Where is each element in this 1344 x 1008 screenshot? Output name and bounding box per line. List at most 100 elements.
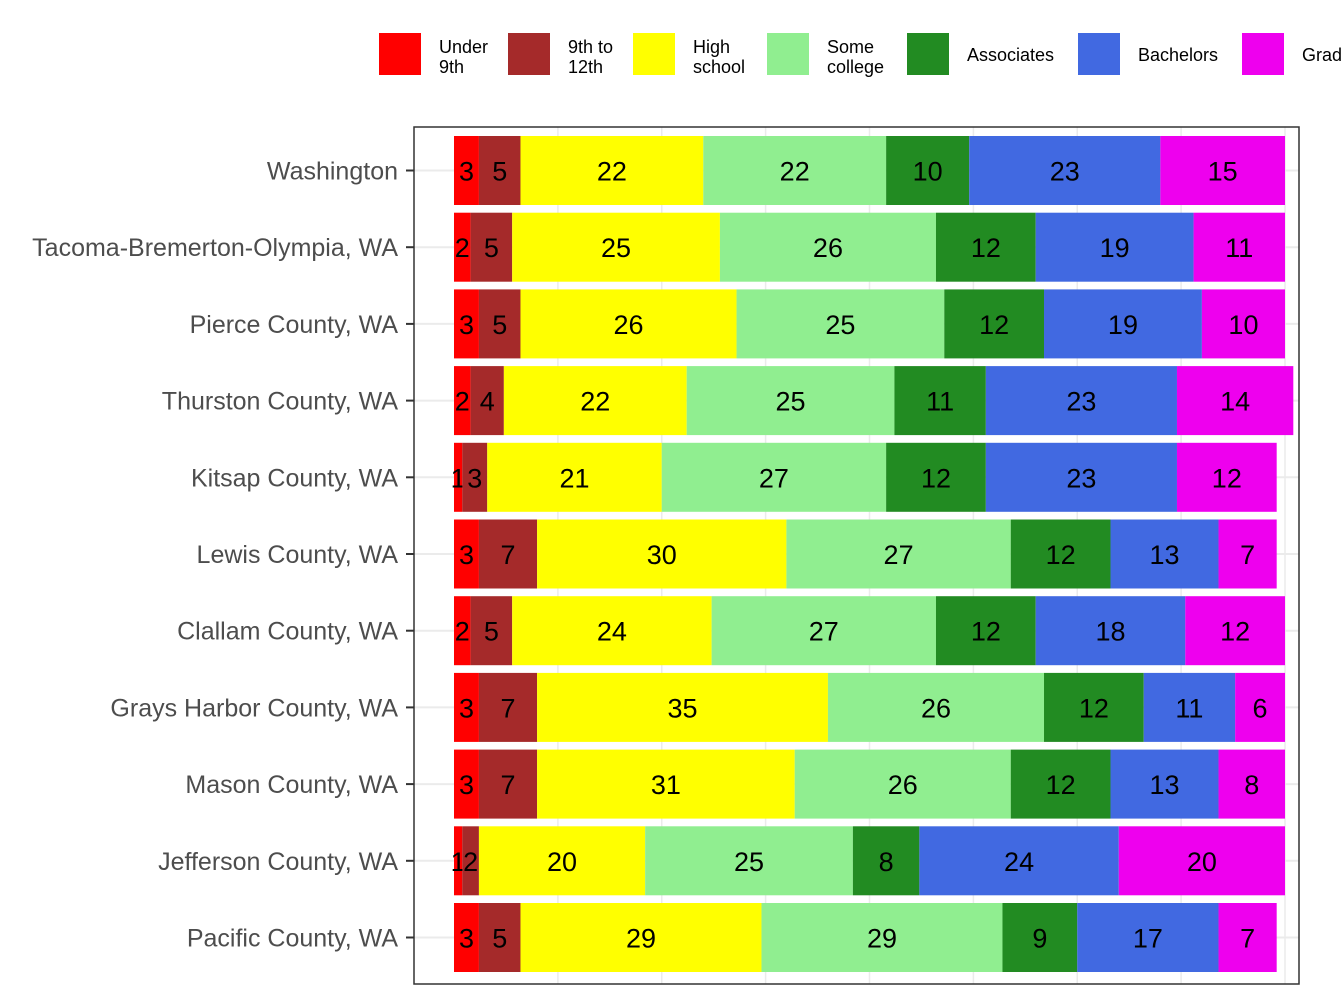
bar-segment-high-school [537, 519, 787, 589]
data-label: 3 [459, 157, 474, 187]
data-label: 18 [1095, 617, 1125, 647]
bar-segment-bachelors [1077, 903, 1219, 972]
bar-segment-associates [1002, 903, 1078, 972]
bar-segment-bachelors [1044, 289, 1202, 359]
bar-segment-9th-to-12th [478, 672, 538, 742]
data-label: 3 [459, 310, 474, 340]
data-label: 3 [467, 463, 482, 493]
data-label: 22 [780, 157, 810, 187]
bar-segment-some-college [786, 519, 1011, 589]
bar-segment-high-school [478, 826, 646, 896]
bar-segment-high-school [520, 136, 704, 205]
legend-swatch [767, 33, 809, 75]
bar-segment-bachelors [969, 136, 1161, 205]
bar-segment-associates [944, 289, 1045, 359]
bar-segment-9th-to-12th [470, 366, 504, 436]
legend-swatch [633, 33, 675, 75]
bar-segment-some-college [736, 289, 945, 359]
data-label: 12 [979, 310, 1009, 340]
bar-segment-some-college [645, 826, 853, 896]
data-label: 8 [879, 847, 894, 877]
bar-segment-grad [1193, 212, 1285, 282]
bar-segment-some-college [686, 366, 895, 436]
bar-segment-high-school [520, 289, 737, 359]
bar-segment-under-9th [454, 212, 471, 282]
data-label: 7 [500, 540, 515, 570]
data-label: 22 [597, 157, 627, 187]
data-label: 5 [492, 924, 507, 954]
bar-segment-bachelors [1110, 749, 1219, 819]
data-label: 29 [867, 924, 897, 954]
bar-segment-under-9th [454, 366, 471, 436]
legend-label: school [693, 57, 745, 77]
bar-segment-bachelors [985, 442, 1177, 512]
data-label: 14 [1220, 387, 1250, 417]
bar-segment-associates [894, 366, 986, 436]
bar-segment-under-9th [454, 749, 479, 819]
bar-segment-grad [1218, 519, 1277, 589]
bar-segment-grad [1176, 442, 1277, 512]
bar-segment-associates [1010, 519, 1111, 589]
bar-segment-grad [1235, 672, 1285, 742]
bar-segment-bachelors [1110, 519, 1219, 589]
bar-segment-under-9th [454, 442, 463, 512]
data-label: 26 [888, 770, 918, 800]
data-label: 20 [1187, 847, 1217, 877]
legend-label: High [693, 37, 730, 57]
bar-segment-associates [886, 136, 970, 205]
data-label: 12 [1046, 770, 1076, 800]
data-label: 7 [500, 693, 515, 723]
data-label: 7 [500, 770, 515, 800]
data-label: 7 [1240, 540, 1255, 570]
bar-segment-under-9th [454, 903, 479, 972]
data-label: 15 [1208, 157, 1238, 187]
bar-segment-grad [1201, 289, 1285, 359]
bar-segment-9th-to-12th [478, 903, 521, 972]
bar-segment-some-college [711, 596, 936, 666]
bar-segment-some-college [661, 442, 887, 512]
data-label: 5 [492, 310, 507, 340]
bar-segment-under-9th [454, 289, 479, 359]
data-label: 10 [913, 157, 943, 187]
bar-segment-grad [1185, 596, 1285, 666]
data-label: 2 [455, 233, 470, 263]
data-label: 12 [1220, 617, 1250, 647]
data-label: 4 [480, 387, 495, 417]
data-label: 5 [492, 157, 507, 187]
data-label: 12 [971, 233, 1001, 263]
bar-segment-associates [1044, 672, 1144, 742]
data-label: 19 [1100, 233, 1130, 263]
data-label: 12 [971, 617, 1001, 647]
category-label: Mason County, WA [185, 771, 398, 799]
data-label: 29 [626, 924, 656, 954]
data-label: 21 [559, 463, 589, 493]
data-label: 26 [813, 233, 843, 263]
data-label: 13 [1149, 770, 1179, 800]
bar-segment-high-school [512, 596, 712, 666]
bar-segment-associates [852, 826, 920, 896]
legend-label: 9th [439, 57, 464, 77]
data-label: 19 [1108, 310, 1138, 340]
legend-label: 12th [568, 57, 603, 77]
bar-segment-some-college [719, 212, 936, 282]
category-label: Grays Harbor County, WA [110, 694, 398, 722]
bar-segment-bachelors [1035, 212, 1194, 282]
data-label: 17 [1133, 924, 1163, 954]
bar-segment-associates [935, 596, 1036, 666]
legend-swatch [379, 33, 421, 75]
bar-segment-bachelors [1143, 672, 1236, 742]
category-label: Clallam County, WA [177, 618, 398, 646]
bar-segment-high-school [487, 442, 662, 512]
data-label: 27 [809, 617, 839, 647]
legend-label: Under [439, 37, 488, 57]
legend-swatch [1078, 33, 1120, 75]
bar-segment-high-school [520, 903, 762, 972]
legend-label: Some [827, 37, 874, 57]
legend-label: 9th to [568, 37, 613, 57]
bar-segment-under-9th [454, 826, 463, 896]
